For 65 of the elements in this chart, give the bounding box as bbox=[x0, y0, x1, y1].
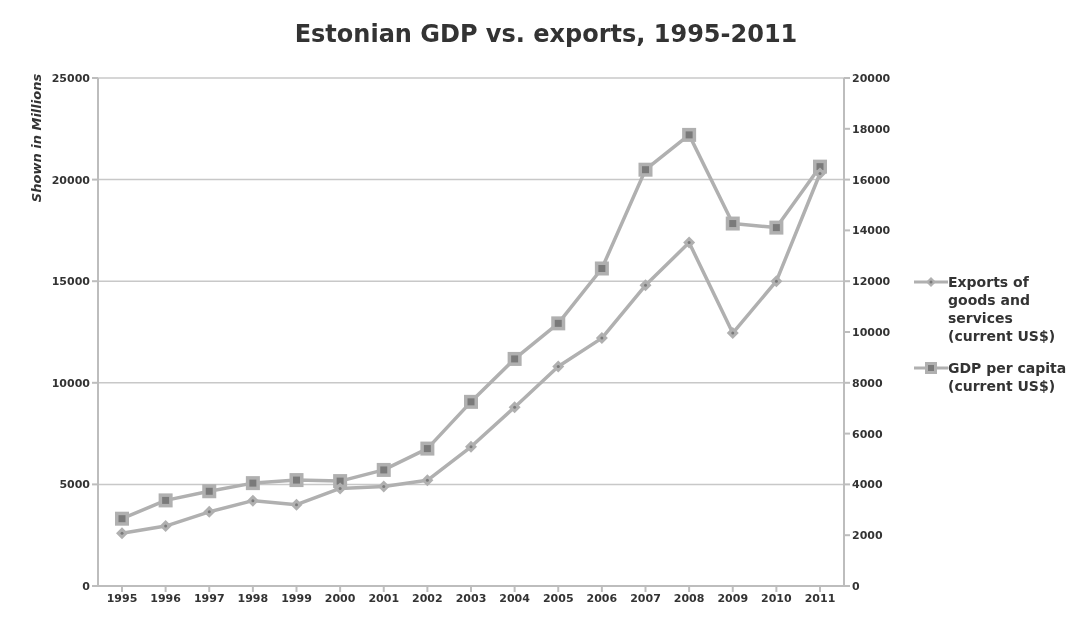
x-tick-label: 2008 bbox=[673, 591, 705, 605]
point bbox=[682, 127, 697, 142]
x-tick-label: 2007 bbox=[630, 591, 661, 605]
point bbox=[202, 484, 217, 499]
point bbox=[464, 394, 478, 409]
point bbox=[683, 236, 696, 249]
point bbox=[726, 327, 739, 340]
point bbox=[770, 275, 783, 288]
point bbox=[552, 360, 565, 373]
point bbox=[116, 527, 128, 540]
y2-tick-label: 4000 bbox=[852, 478, 883, 492]
point bbox=[725, 216, 740, 231]
y-axis-title: Shown in Millions bbox=[29, 73, 45, 203]
point bbox=[595, 332, 608, 345]
y2-tick-label: 12000 bbox=[852, 275, 891, 289]
y2-tick-label: 14000 bbox=[852, 224, 891, 238]
point bbox=[769, 220, 784, 235]
y-tick-label: 10000 bbox=[51, 376, 91, 390]
y-tick-label: 20000 bbox=[51, 173, 91, 187]
x-tick-label: 2000 bbox=[324, 591, 356, 605]
point bbox=[421, 474, 434, 487]
x-tick-label: 2001 bbox=[368, 591, 400, 605]
y2-tick-label: 10000 bbox=[852, 325, 891, 339]
x-tick-label: 1998 bbox=[237, 591, 269, 605]
y2-tick-label: 0 bbox=[852, 579, 860, 593]
point bbox=[158, 493, 173, 508]
x-tick-label: 2010 bbox=[761, 591, 793, 605]
x-tick-label: 2003 bbox=[455, 591, 487, 605]
x-tick-label: 1995 bbox=[106, 591, 138, 605]
y2-tick-label: 20000 bbox=[852, 71, 891, 85]
x-tick-label: 2005 bbox=[542, 591, 574, 605]
point bbox=[594, 261, 609, 276]
point bbox=[376, 462, 391, 477]
y2-tick-label: 16000 bbox=[852, 173, 891, 187]
point bbox=[246, 494, 259, 507]
point bbox=[420, 441, 435, 456]
y2-tick-label: 8000 bbox=[852, 376, 883, 390]
y-tick-label: 15000 bbox=[51, 275, 91, 289]
point bbox=[639, 279, 652, 292]
x-tick-label: 2002 bbox=[412, 591, 443, 605]
y2-tick-label: 6000 bbox=[852, 427, 883, 441]
legend-label: GDP per capita (current US$) bbox=[948, 359, 1068, 395]
chart-title: Estonian GDP vs. exports, 1995-2011 bbox=[293, 19, 799, 50]
point bbox=[551, 316, 566, 331]
x-tick-label: 1997 bbox=[193, 591, 225, 605]
y2-tick-label: 2000 bbox=[852, 529, 883, 543]
y-tick-label: 0 bbox=[82, 579, 91, 593]
legend-label: Exports of goods and services (current US$) bbox=[948, 273, 1057, 345]
x-tick-label: 2011 bbox=[804, 591, 836, 605]
point bbox=[245, 476, 260, 491]
y2-tick-label: 18000 bbox=[852, 122, 891, 136]
x-tick-label: 2006 bbox=[586, 591, 618, 605]
point bbox=[289, 473, 304, 488]
x-tick-label: 1996 bbox=[150, 591, 182, 605]
x-tick-label: 2009 bbox=[717, 591, 749, 605]
point bbox=[203, 505, 216, 518]
x-tick-label: 1999 bbox=[281, 591, 312, 605]
y-tick-label: 5000 bbox=[59, 478, 91, 492]
point bbox=[465, 440, 477, 453]
point bbox=[115, 511, 129, 526]
x-tick-label: 2004 bbox=[499, 591, 531, 605]
point bbox=[638, 162, 653, 177]
point bbox=[508, 401, 521, 414]
y-tick-label: 25000 bbox=[51, 71, 91, 85]
point bbox=[507, 351, 522, 366]
